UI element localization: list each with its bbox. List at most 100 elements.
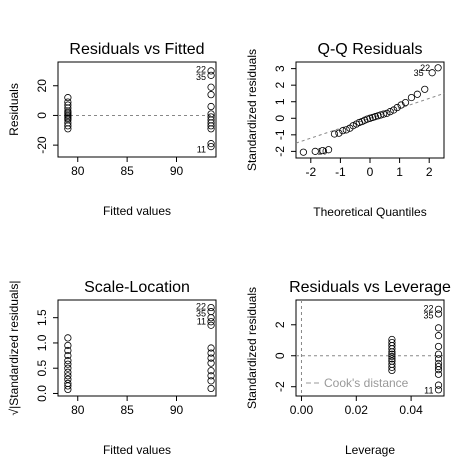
point-label: 11	[197, 317, 206, 327]
data-point	[207, 143, 215, 151]
data-point	[207, 113, 215, 121]
x-tick-label: 80	[71, 403, 85, 417]
x-axis-label: Fitted values	[103, 443, 171, 457]
data-point	[207, 71, 215, 79]
data-point	[388, 345, 396, 353]
plot-title: Residuals vs Leverage	[289, 279, 451, 296]
data-point	[64, 351, 72, 360]
data-point	[207, 102, 215, 111]
plot-frame	[295, 299, 445, 397]
data-point	[434, 366, 443, 374]
data-point	[434, 64, 442, 72]
y-tick-label: 1.5	[35, 309, 49, 326]
x-tick-label: 85	[120, 403, 134, 417]
y-tick-label: 2	[273, 82, 287, 89]
data-point	[64, 382, 72, 390]
y-tick-label: 1	[273, 98, 287, 105]
point-label: 35	[424, 310, 434, 320]
data-point	[349, 122, 357, 130]
x-tick-label: 0.00	[290, 403, 314, 417]
data-point	[342, 126, 350, 134]
data-point	[64, 364, 72, 372]
data-point	[388, 363, 396, 371]
data-point	[324, 146, 333, 154]
data-point	[401, 98, 410, 107]
data-point	[207, 140, 215, 148]
x-tick-label: 1	[396, 165, 403, 179]
plot-title: Scale-Location	[84, 279, 190, 296]
data-point	[207, 122, 215, 130]
y-tick-label: 0	[35, 112, 49, 119]
x-tick-label: 0.02	[345, 403, 369, 417]
data-point	[64, 385, 72, 394]
data-point	[207, 321, 215, 329]
data-point	[386, 108, 394, 116]
y-axis-label: √|Standardized residuals|	[7, 281, 21, 416]
data-point	[207, 349, 215, 357]
point-label: 35	[196, 72, 206, 82]
data-point	[207, 303, 215, 312]
data-point	[64, 334, 72, 342]
data-point	[299, 148, 307, 156]
point-label: 22	[424, 304, 434, 314]
data-point	[390, 106, 398, 114]
data-point	[393, 103, 401, 112]
point-label: 11	[424, 386, 433, 396]
data-point	[434, 370, 443, 378]
data-point	[64, 372, 72, 380]
data-point	[64, 98, 72, 106]
y-tick-label: -2	[273, 146, 287, 157]
x-tick-label: 0	[367, 165, 374, 179]
data-point	[434, 362, 443, 371]
y-tick-label: 0.5	[35, 360, 49, 377]
x-axis-label: Fitted values	[103, 204, 171, 218]
data-point	[64, 104, 72, 112]
x-tick-label: 2	[426, 165, 433, 179]
data-point	[64, 101, 72, 109]
point-label: 35	[414, 68, 424, 78]
y-axis-label: Residuals	[7, 83, 21, 136]
data-point	[64, 357, 72, 365]
y-axis-label: Standardized residuals	[245, 287, 259, 409]
x-tick-label: 80	[71, 164, 85, 178]
data-point	[64, 122, 72, 130]
data-point	[64, 341, 72, 350]
plot-frame	[57, 299, 217, 397]
data-point	[434, 332, 443, 340]
data-point	[64, 360, 72, 368]
y-tick-label: 0	[273, 352, 287, 359]
x-tick-label: 90	[170, 403, 184, 417]
data-point	[319, 146, 327, 155]
y-tick-label: 2	[273, 321, 287, 328]
point-label: 22	[196, 64, 206, 74]
y-tick-label: 0	[273, 115, 287, 122]
data-point	[64, 119, 72, 127]
data-point	[64, 368, 72, 376]
data-point	[207, 308, 215, 316]
qq-reference-line	[295, 92, 445, 144]
y-tick-label: -20	[35, 136, 49, 154]
data-point	[330, 130, 339, 138]
data-point	[64, 346, 72, 355]
data-point	[64, 94, 72, 102]
data-point	[311, 147, 319, 155]
x-tick-label: 0.04	[399, 403, 423, 417]
data-point	[380, 110, 388, 118]
data-point	[388, 355, 396, 363]
data-point	[434, 386, 443, 394]
data-point	[207, 384, 215, 393]
data-point	[407, 93, 416, 102]
y-tick-label: 1.0	[35, 334, 49, 351]
data-point	[207, 354, 215, 362]
plot-frame	[57, 61, 217, 158]
y-tick-label: 20	[35, 79, 49, 93]
legend-label: Cook's distance	[324, 376, 409, 390]
data-point	[64, 116, 72, 124]
data-point	[64, 125, 72, 133]
point-label: 22	[196, 302, 206, 312]
x-tick-label: -2	[305, 165, 316, 179]
x-tick-label: 90	[170, 164, 184, 178]
data-point	[388, 366, 396, 375]
x-axis-label: Theoretical Quantiles	[313, 205, 426, 219]
